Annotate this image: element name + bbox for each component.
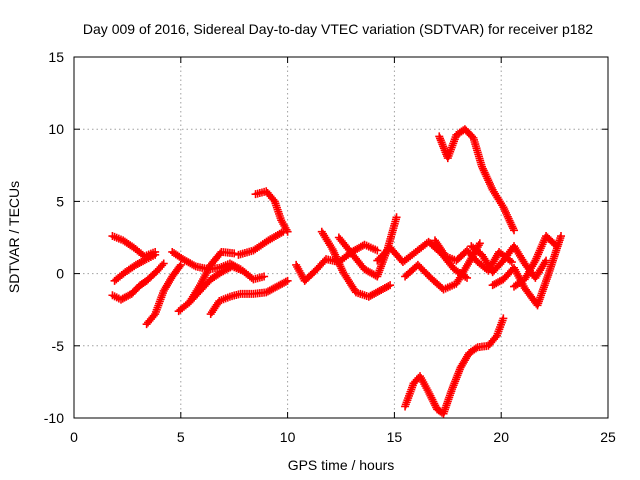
x-tick-label: 15	[387, 429, 403, 445]
data-series	[435, 125, 519, 235]
x-tick-label: 10	[280, 429, 296, 445]
data-point	[506, 256, 515, 265]
data-point	[471, 344, 480, 353]
data-series	[251, 187, 292, 236]
x-tick-label: 0	[70, 429, 78, 445]
data-point	[373, 246, 382, 255]
data-point	[283, 227, 292, 236]
data-point	[499, 314, 508, 323]
y-tick-label: 15	[48, 49, 64, 65]
data-series	[488, 232, 566, 310]
data-point	[216, 249, 225, 258]
y-tick-labels: -10 -5 0 5 10 15	[44, 49, 64, 426]
data-series	[334, 213, 401, 281]
data-series	[142, 260, 185, 329]
data-point	[158, 261, 167, 270]
data-series	[185, 247, 239, 307]
data-point	[384, 282, 393, 291]
y-tick-label: -5	[52, 338, 65, 354]
data-markers	[108, 125, 566, 418]
y-tick-label: 0	[56, 266, 64, 282]
data-point	[386, 281, 395, 290]
data-point	[475, 239, 484, 248]
y-axis-label: SDTVAR / TECUs	[6, 181, 22, 293]
x-axis-label: GPS time / hours	[288, 457, 395, 473]
data-series	[401, 314, 508, 418]
data-point	[552, 242, 561, 251]
x-tick-labels: 0 5 10 15 20 25	[70, 429, 616, 445]
data-point	[551, 240, 560, 249]
data-series	[206, 276, 292, 319]
data-point	[175, 262, 184, 271]
y-tick-label: -10	[44, 410, 64, 426]
chart-title: Day 009 of 2016, Sidereal Day-to-day VTE…	[83, 21, 593, 37]
data-point	[510, 226, 519, 235]
data-series	[292, 240, 382, 285]
data-series	[430, 236, 516, 275]
data-series	[510, 232, 561, 291]
data-point	[283, 276, 292, 285]
y-tick-label: 5	[56, 193, 64, 209]
data-point	[159, 259, 168, 268]
data-series	[110, 250, 160, 285]
x-tick-label: 25	[600, 429, 616, 445]
data-point	[176, 260, 185, 269]
data-series	[108, 232, 160, 261]
data-point	[230, 249, 239, 258]
data-point	[463, 273, 472, 282]
data-series	[317, 227, 395, 301]
data-point	[542, 256, 551, 265]
data-series	[108, 259, 168, 304]
x-tick-label: 20	[493, 429, 509, 445]
data-point	[260, 272, 269, 281]
plot-frame	[73, 56, 609, 419]
data-point	[507, 258, 516, 267]
data-series	[234, 227, 288, 259]
data-point	[392, 213, 401, 222]
axis-ticks	[73, 56, 609, 419]
y-tick-label: 10	[48, 121, 64, 137]
data-point	[281, 277, 290, 286]
data-point	[189, 261, 198, 270]
data-point	[151, 250, 160, 259]
data-series	[174, 262, 269, 316]
x-tick-label: 5	[177, 429, 185, 445]
data-point	[557, 232, 566, 241]
